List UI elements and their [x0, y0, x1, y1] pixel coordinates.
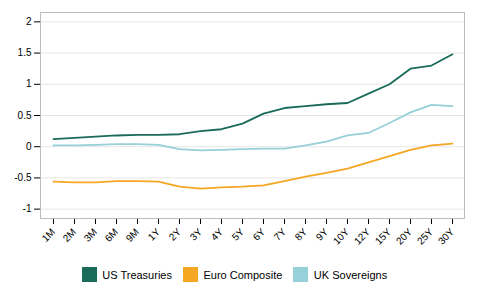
svg-text:15Y: 15Y: [373, 226, 394, 247]
svg-text:0: 0: [26, 141, 32, 152]
svg-text:2Y: 2Y: [167, 226, 184, 243]
svg-text:3M: 3M: [82, 226, 100, 244]
svg-text:8Y: 8Y: [293, 226, 310, 243]
svg-text:1.5: 1.5: [18, 47, 32, 58]
svg-text:2: 2: [26, 16, 32, 27]
svg-text:10Y: 10Y: [331, 226, 352, 247]
svg-text:9M: 9M: [124, 226, 142, 244]
svg-text:1: 1: [26, 78, 32, 89]
svg-text:9Y: 9Y: [314, 226, 331, 243]
html-text:US Treasuries: US Treasuries: [102, 268, 172, 281]
svg-text:25Y: 25Y: [415, 226, 436, 247]
svg-text:-1: -1: [23, 203, 32, 214]
svg-text:3Y: 3Y: [188, 226, 205, 243]
svg-text:1M: 1M: [40, 226, 58, 244]
svg-text:5Y: 5Y: [230, 226, 247, 243]
svg-text:30Y: 30Y: [436, 226, 457, 247]
html-text:UK Sovereigns: UK Sovereigns: [313, 268, 388, 281]
svg-text:7Y: 7Y: [272, 226, 289, 243]
svg-text:4Y: 4Y: [209, 226, 226, 243]
svg-text:6Y: 6Y: [251, 226, 268, 243]
svg-text:12Y: 12Y: [352, 226, 373, 247]
svg-text:2M: 2M: [61, 226, 79, 244]
svg-text:20Y: 20Y: [394, 226, 415, 247]
html-text:Euro Composite: Euro Composite: [203, 268, 283, 281]
svg-text:6M: 6M: [103, 226, 121, 244]
svg-text:1Y: 1Y: [146, 226, 163, 243]
svg-text:-0.5: -0.5: [14, 172, 32, 183]
svg-text:0.5: 0.5: [18, 110, 32, 121]
